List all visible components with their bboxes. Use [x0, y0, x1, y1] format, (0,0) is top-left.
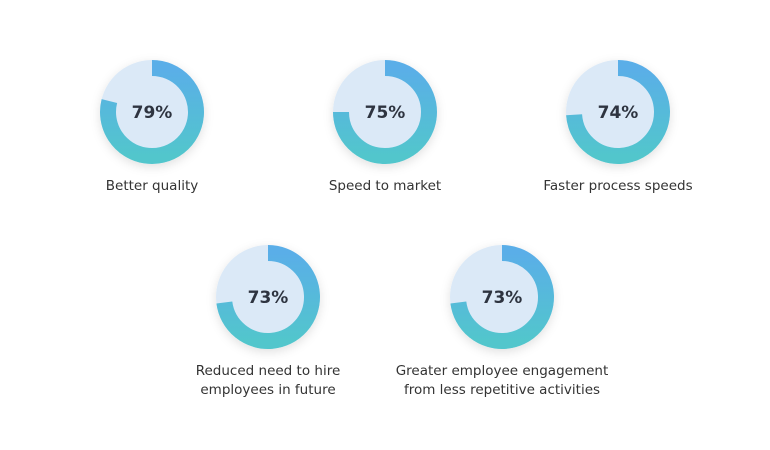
value-label: 73% [482, 288, 523, 308]
donut-arc [450, 245, 554, 349]
donut-arc [100, 60, 204, 164]
donut-arc [333, 60, 437, 164]
donut-arc [566, 60, 670, 164]
chart-title: Better quality [105, 178, 199, 194]
value-label: 74% [598, 103, 639, 123]
chart-title: Greater employee engagement from less re… [395, 363, 609, 398]
value-label: 79% [132, 103, 173, 123]
chart-title: Speed to market [328, 178, 442, 194]
value-label: 73% [248, 288, 289, 308]
chart-title: Faster process speeds [543, 178, 693, 194]
donut-arc [216, 245, 320, 349]
value-label: 75% [365, 103, 406, 123]
chart-title: Reduced need to hire employees in future [195, 363, 341, 398]
